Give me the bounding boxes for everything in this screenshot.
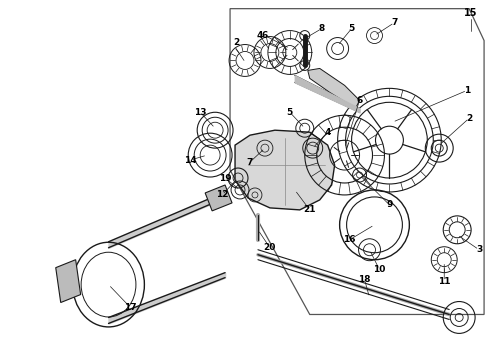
Text: 5: 5 bbox=[348, 24, 355, 33]
Text: 10: 10 bbox=[373, 265, 386, 274]
Text: 6: 6 bbox=[262, 31, 268, 40]
Text: 13: 13 bbox=[194, 108, 206, 117]
Polygon shape bbox=[308, 68, 360, 108]
Text: 15: 15 bbox=[465, 8, 478, 18]
Text: 7: 7 bbox=[247, 158, 253, 167]
Text: 4: 4 bbox=[324, 128, 331, 137]
Text: 9: 9 bbox=[386, 201, 392, 210]
Polygon shape bbox=[235, 130, 335, 210]
Text: 17: 17 bbox=[124, 303, 137, 312]
Text: 4: 4 bbox=[257, 31, 263, 40]
Text: 3: 3 bbox=[476, 245, 482, 254]
Text: 11: 11 bbox=[438, 277, 450, 286]
Text: 5: 5 bbox=[287, 108, 293, 117]
Text: 18: 18 bbox=[358, 275, 371, 284]
Text: 2: 2 bbox=[466, 114, 472, 123]
Polygon shape bbox=[56, 260, 81, 302]
Text: 7: 7 bbox=[391, 18, 397, 27]
Text: 12: 12 bbox=[216, 190, 228, 199]
Text: 2: 2 bbox=[233, 38, 239, 47]
Text: 16: 16 bbox=[343, 235, 356, 244]
Polygon shape bbox=[205, 185, 232, 211]
Text: 20: 20 bbox=[264, 243, 276, 252]
Text: 8: 8 bbox=[318, 24, 325, 33]
Text: 1: 1 bbox=[464, 86, 470, 95]
Text: 19: 19 bbox=[219, 174, 231, 183]
Text: 6: 6 bbox=[356, 96, 363, 105]
Text: 14: 14 bbox=[184, 156, 196, 165]
Text: 21: 21 bbox=[303, 206, 316, 215]
